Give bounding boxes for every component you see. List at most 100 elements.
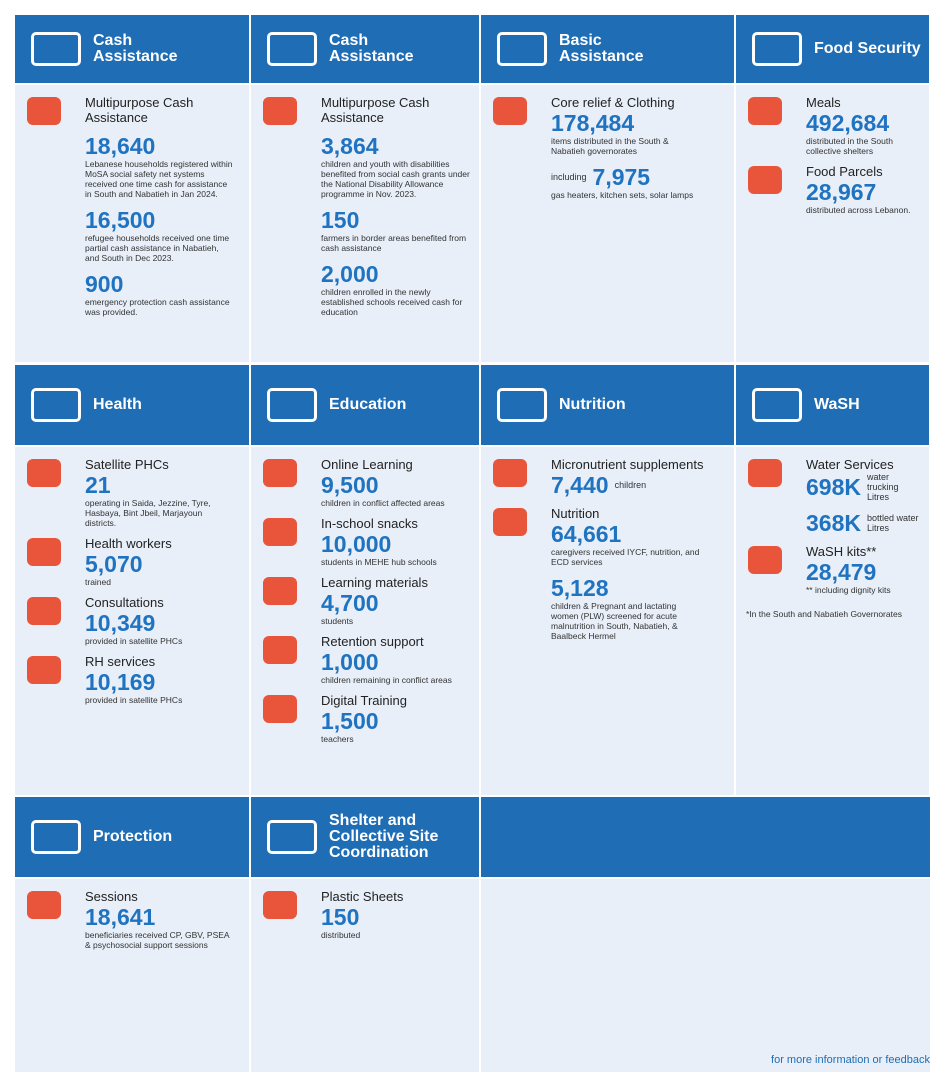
value-row: 10,169 [85, 669, 241, 695]
section-body: Sessions 18,641 beneficiaries received CP,… [15, 879, 249, 1072]
stat-label: Food Parcels [806, 164, 883, 179]
stat-label: Plastic Sheets [321, 889, 404, 904]
stat-item: Nutrition 64,661 caregivers received IYCF,… [493, 506, 726, 567]
stat-item: Meals 492,684 distributed in the South col… [748, 95, 921, 156]
stat-item: 368K bottled water Litres [806, 510, 921, 536]
value-row: 2,000 [321, 261, 471, 287]
stat-text: caregivers received IYCF, nutrition, and… [551, 547, 700, 567]
stat-item: 16,500 refugee households received one ti… [85, 207, 241, 263]
value-row: 5,128 [551, 575, 726, 601]
value-row: 698K water trucking Litres [806, 472, 921, 502]
value-row: 1,500 [321, 708, 471, 734]
section-icon [267, 820, 317, 854]
stat-item: Consultations 10,349 provided in satellite… [27, 595, 241, 646]
stat-value: 3,864 [321, 133, 379, 159]
section-title: WaSH [814, 396, 860, 413]
stat-label: Multipurpose Cash Assistance [85, 95, 194, 125]
stat-icon [27, 597, 61, 625]
stat-icon [263, 97, 297, 125]
stat-text: provided in satellite PHCs [85, 695, 183, 705]
section-body: Micronutrient supplements 7,440 children Nu… [481, 447, 734, 795]
stat-value: 150 [321, 207, 360, 233]
section-title: Basic Assistance [559, 32, 644, 65]
section-header: Protection [15, 797, 249, 877]
stat-item: Multipurpose Cash Assistance [263, 95, 471, 125]
stat-text: children remaining in conflict areas [321, 675, 452, 685]
section-header: Cash Assistance [15, 15, 249, 83]
section-title: Shelter and Collective Site Coordination [329, 812, 439, 861]
stat-text: operating in Saida, Jezzine, Tyre, Hasba… [85, 498, 211, 528]
stat-value: 9,500 [321, 472, 379, 498]
stat-icon [263, 695, 297, 723]
stat-text: distributed across Lebanon. [806, 205, 911, 215]
header-filler [481, 797, 930, 877]
stat-item: Multipurpose Cash Assistance [27, 95, 241, 125]
stat-label: Retention support [321, 634, 424, 649]
stat-text: gas heaters, kitchen sets, solar lamps [551, 190, 694, 200]
stat-label: Multipurpose Cash Assistance [321, 95, 430, 125]
stat-icon [27, 538, 61, 566]
section-header: Cash Assistance [251, 15, 479, 83]
stat-text: distributed [321, 930, 361, 940]
section-title: Nutrition [559, 396, 626, 413]
section-header: Nutrition [481, 365, 734, 445]
value-row: 3,864 [321, 133, 471, 159]
stat-icon [27, 97, 61, 125]
section-icon [31, 388, 81, 422]
stat-text: Lebanese households registered within Mo… [85, 159, 233, 199]
stat-text: ** including dignity kits [806, 585, 891, 595]
section-header: Basic Assistance [481, 15, 734, 83]
stat-item: Micronutrient supplements 7,440 children [493, 457, 726, 498]
stat-text: refugee households received one time par… [85, 233, 230, 263]
stat-icon [748, 97, 782, 125]
stat-icon [263, 518, 297, 546]
stat-text: teachers [321, 734, 354, 744]
section-header: WaSH [736, 365, 929, 445]
section-icon [752, 32, 802, 66]
note: *In the South and Nabatieh Governorates [746, 609, 902, 619]
stat-label: Meals [806, 95, 841, 110]
stat-label: WaSH kits** [806, 544, 877, 559]
stat-item: 900 emergency protection cash assistance … [85, 271, 241, 317]
stat-icon [748, 459, 782, 487]
value-row: 492,684 [806, 110, 921, 136]
footer: for more information or feedback [771, 1054, 930, 1066]
stat-icon [263, 459, 297, 487]
stat-text: children in conflict affected areas [321, 498, 445, 508]
stat-text: items distributed in the South & Nabatie… [551, 136, 669, 156]
value-row: 28,479 [806, 559, 921, 585]
value-row: 10,349 [85, 610, 241, 636]
stat-text: distributed in the South collective shel… [806, 136, 893, 156]
stat-value: 5,128 [551, 575, 609, 601]
value-row: 4,700 [321, 590, 471, 616]
section-body: Multipurpose Cash Assistance 18,640 Lebane… [15, 85, 249, 362]
section-title: Cash Assistance [329, 32, 414, 65]
section-header: Health [15, 365, 249, 445]
stat-value: 150 [321, 904, 360, 930]
stat-value: 7,440 [551, 472, 609, 498]
stat-value: 698K [806, 474, 861, 500]
value-row: 900 [85, 271, 241, 297]
section-icon [497, 388, 547, 422]
stat-item: 18,640 Lebanese households registered wit… [85, 133, 241, 199]
value-row: 1,000 [321, 649, 471, 675]
stat-text: children enrolled in the newly establish… [321, 287, 463, 317]
stat-icon [27, 459, 61, 487]
stat-item: Retention support 1,000 children remaining… [263, 634, 471, 685]
value-row: 28,967 [806, 179, 921, 205]
stat-icon [27, 891, 61, 919]
stat-text: students [321, 616, 354, 626]
stat-text: children & Pregnant and lactating women … [551, 601, 678, 641]
stat-value: 10,169 [85, 669, 156, 695]
stat-label: Nutrition [551, 506, 600, 521]
value-row: 9,500 [321, 472, 471, 498]
value-row: 7,440 children [551, 472, 726, 498]
stat-item: Online Learning 9,500 children in conflict… [263, 457, 471, 508]
stat-value: 10,349 [85, 610, 156, 636]
stat-item: Water Services 698K water trucking Litres [748, 457, 921, 502]
value-row: 21 [85, 472, 241, 498]
stat-icon [263, 577, 297, 605]
value-row: 16,500 [85, 207, 241, 233]
section-body: Multipurpose Cash Assistance 3,864 childre… [251, 85, 479, 362]
value-row: 150 [321, 904, 471, 930]
